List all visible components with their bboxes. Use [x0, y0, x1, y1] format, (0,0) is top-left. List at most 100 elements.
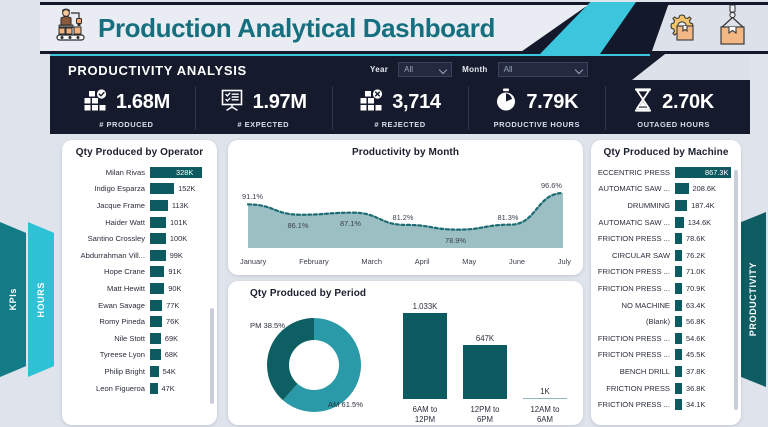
sidebar-item-productivity[interactable]: PRODUCTIVITY [740, 212, 766, 387]
bar-row[interactable]: FRICTION PRESS ... 78.6K [595, 230, 735, 247]
bar-row-track: 99K [150, 249, 211, 261]
operator-bar-list[interactable]: Milan Rivas 328K Indigo Esparza 152K Jacque … [62, 158, 217, 396]
month-filter-label: Month [462, 65, 488, 74]
bar-row-label: FRICTION PRESS ... [597, 400, 670, 410]
bar-row-fill [675, 282, 682, 294]
bar-row[interactable]: Haider Watt 101K [66, 214, 211, 231]
bar-row[interactable]: Romy Pineda 76K [66, 313, 211, 330]
kpi-expected[interactable]: 1.97M # EXPECTED [194, 84, 332, 132]
bar-row[interactable]: Santino Crossley 100K [66, 230, 211, 247]
bar-row-track: 76.2K [675, 249, 735, 261]
bar-row-label: Hope Crane [104, 267, 145, 277]
kpi-produced[interactable]: 1.68M # PRODUCED [58, 84, 195, 132]
bar-row-label: FRICTION PRESS ... [597, 333, 670, 343]
bar-row[interactable]: AUTOMATIC SAW ... 208.6K [595, 181, 735, 198]
donut-chart-am-pm[interactable] [260, 313, 368, 422]
year-filter-dropdown[interactable]: All [398, 62, 453, 77]
bar-row[interactable]: FRICTION PRESS ... 45.5K [595, 347, 735, 364]
factory-worker-icon [54, 6, 94, 51]
kpi-outaged-hours[interactable]: 2.70K OUTAGED HOURS [605, 84, 742, 132]
bar-row-track: 68K [150, 349, 211, 361]
bar-row[interactable]: NO MACHINE 63.4K [595, 297, 735, 314]
area-chart-productivity[interactable]: January February March April May June July 91.… [238, 160, 573, 268]
area-data-label: 81.2% [392, 212, 414, 222]
chevron-down-icon [576, 66, 583, 73]
period-column-chart[interactable]: 1.033K 6AM to 12PM 647K 12PM to 6PM 1K 12AM to 6… [396, 302, 574, 425]
kpi-expected-value: 1.97M [252, 90, 307, 113]
bar-row-fill [150, 266, 165, 278]
bar-row[interactable]: Jacque Frame 113K [66, 197, 211, 214]
sidebar-item-kpis[interactable]: KPIs [0, 222, 26, 377]
bar-row[interactable]: FRICTION PRESS ... 70.9K [595, 280, 735, 297]
bar-row-value: 68K [164, 350, 178, 360]
kpi-productive-hours[interactable]: 7.79K PRODUCTIVE HOURS [468, 84, 605, 132]
bar-row-track: 328K [150, 166, 211, 178]
bar-row-fill [150, 166, 202, 178]
donut-chart-svg [267, 318, 361, 412]
bar-row[interactable]: Abdurrahman Vill... 99K [66, 247, 211, 264]
bar-row[interactable]: Hope Crane 91K [66, 264, 211, 281]
year-filter-label: Year [370, 65, 389, 74]
bar-row-label: (Blank) [645, 317, 670, 327]
bar-row-value: 90K [168, 283, 182, 293]
month-tick-label: January [240, 257, 267, 266]
bar-row-track: 45.5K [675, 349, 735, 361]
month-axis-labels: January February March April May June July [238, 257, 573, 266]
bar-row[interactable]: FRICTION PRESS ... 34.1K [595, 396, 735, 413]
column-bar[interactable] [463, 345, 507, 399]
bar-row[interactable]: Leon Figueroa 47K [66, 380, 211, 397]
bar-row[interactable]: Philip Bright 54K [66, 363, 211, 380]
month-tick-label: March [361, 257, 382, 266]
area-data-label: 78.9% [445, 235, 466, 245]
bar-row[interactable]: CIRCULAR SAW 76.2K [595, 247, 735, 264]
bar-row[interactable]: Matt Hewitt 90K [66, 280, 211, 297]
panel-title: PRODUCTIVITY ANALYSIS [68, 63, 247, 78]
title-plate: Production Analytical Dashboard [40, 5, 588, 51]
bar-row-fill [675, 199, 688, 211]
column-category-line: 6PM [476, 415, 494, 424]
column-category-line: 6AM to [412, 405, 438, 414]
bar-row[interactable]: FRICTION PRESS 36.8K [595, 380, 735, 397]
bar-row-fill [150, 183, 175, 195]
bar-row-label: Haider Watt [105, 217, 145, 227]
bar-row[interactable]: Tyreese Lyon 68K [66, 347, 211, 364]
bar-row-track: 70.9K [675, 282, 735, 294]
column-category-line: 12PM [414, 415, 436, 424]
bar-row[interactable]: ECCENTRIC PRESS 867.3K [595, 164, 735, 181]
area-data-label: 86.1% [287, 220, 309, 230]
bar-row[interactable]: (Blank) 56.8K [595, 313, 735, 330]
area-data-label: 91.1% [242, 192, 263, 202]
bar-row[interactable]: FRICTION PRESS ... 54.6K [595, 330, 735, 347]
bar-row[interactable]: DRUMMING 187.4K [595, 197, 735, 214]
bar-row-value: 187.4K [691, 200, 715, 210]
bar-row[interactable]: Ewan Savage 77K [66, 297, 211, 314]
bar-row[interactable]: FRICTION PRESS ... 71.0K [595, 264, 735, 281]
operator-list-scrollbar[interactable] [210, 308, 214, 404]
bar-row-value: 328K [176, 167, 194, 177]
bar-row[interactable]: AUTOMATIC SAW ... 134.6K [595, 214, 735, 231]
bar-row-fill [150, 382, 158, 394]
bar-row-value: 101K [170, 217, 188, 227]
machine-list-scrollbar[interactable] [734, 170, 738, 410]
bar-row-track: 54.6K [675, 332, 735, 344]
bar-row[interactable]: Nile Stott 69K [66, 330, 211, 347]
bar-row-value: 134.6K [687, 217, 712, 227]
machine-bar-list[interactable]: ECCENTRIC PRESS 867.3K AUTOMATIC SAW ... 20… [591, 158, 741, 413]
bar-row-label: AUTOMATIC SAW ... [598, 184, 670, 194]
sidebar-item-hours-label: HOURS [36, 281, 46, 318]
bar-row[interactable]: Milan Rivas 328K [66, 164, 211, 181]
kpi-rejected[interactable]: 3,714 # REJECTED [331, 84, 469, 132]
bar-row-track: 76K [150, 316, 211, 328]
month-filter-dropdown[interactable]: All [497, 62, 588, 77]
bar-row[interactable]: Indigo Esparza 152K [66, 181, 211, 198]
bar-row-track: 100K [150, 233, 211, 245]
chart-title-productivity-by-month: Productivity by Month [351, 147, 460, 158]
sidebar-item-hours[interactable]: HOURS [28, 222, 54, 377]
column-bar-category: 12PM to 6PM [458, 405, 512, 425]
column-bar[interactable] [523, 397, 567, 399]
column-bar[interactable] [403, 313, 447, 399]
bar-row[interactable]: BENCH DRILL 37.8K [595, 363, 735, 380]
package-box-icon [676, 17, 720, 41]
bar-row-fill [150, 299, 163, 311]
bar-row-track: 867.3K [675, 166, 735, 178]
